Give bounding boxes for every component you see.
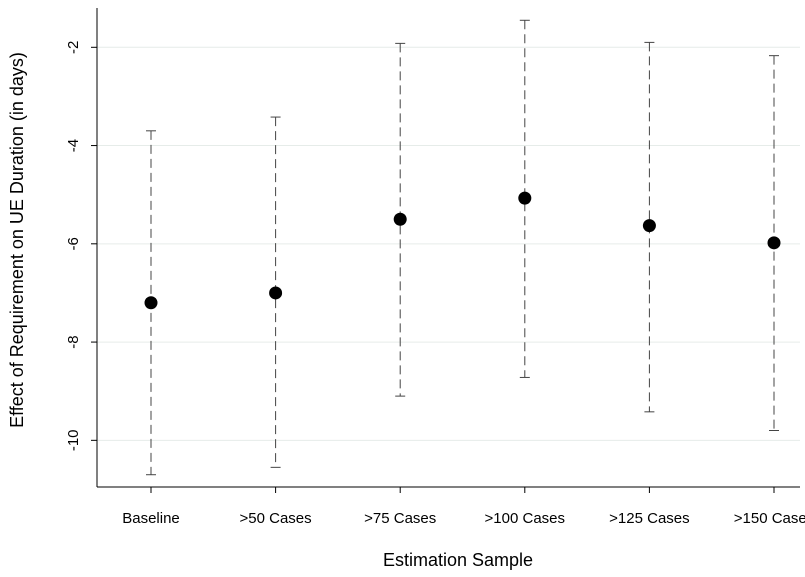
- confidence-intervals: [146, 19, 779, 476]
- x-tick-label: >50 Cases: [240, 510, 312, 527]
- point-estimate: [642, 219, 656, 233]
- gridlines: [97, 46, 800, 441]
- x-tick-label: >75 Cases: [364, 510, 436, 527]
- x-tick-label: >125 Cases: [609, 510, 689, 527]
- x-tick-label: Baseline: [122, 510, 180, 527]
- y-tick-label: -4: [65, 139, 82, 152]
- x-tick-label: >150 Cases: [734, 510, 805, 527]
- point-estimate: [518, 191, 532, 205]
- y-tick-label: -2: [65, 41, 82, 54]
- x-axis-ticks: Baseline >50 Cases >75 Cases >100 Cases >125…: [122, 487, 805, 527]
- point-estimate: [269, 286, 283, 300]
- y-tick-label: -8: [65, 335, 82, 348]
- point-estimate: [767, 236, 781, 250]
- x-tick-label: >100 Cases: [485, 510, 565, 527]
- y-tick-label: -10: [65, 429, 82, 451]
- point-estimates: [144, 191, 781, 310]
- point-estimate: [393, 212, 407, 226]
- point-estimate: [144, 296, 158, 310]
- y-tick-label: -6: [65, 237, 82, 250]
- y-axis-ticks: -2 -4 -6 -8 -10: [65, 41, 97, 451]
- y-axis-title: Effect of Requirement on UE Duration (in…: [7, 52, 27, 428]
- x-axis-title: Estimation Sample: [383, 550, 533, 570]
